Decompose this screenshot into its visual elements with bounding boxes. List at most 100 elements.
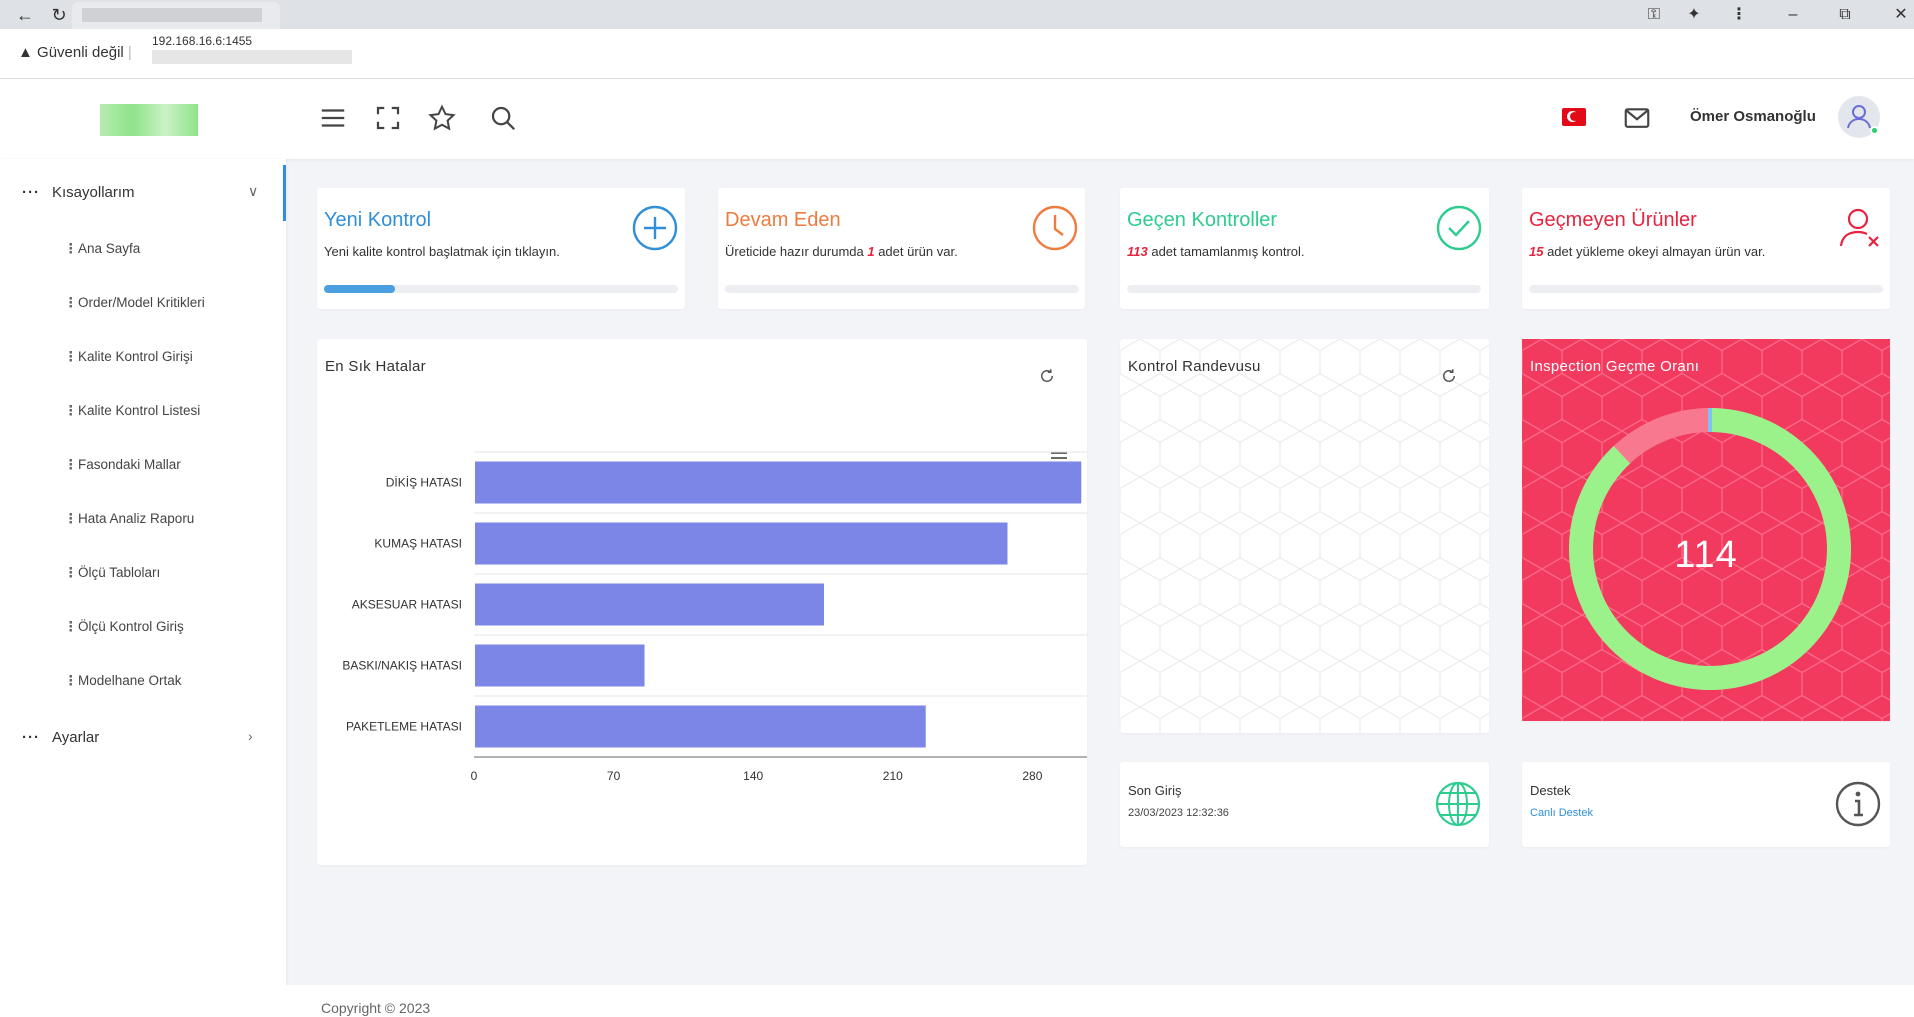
key-icon[interactable]: ⚿ bbox=[1647, 6, 1661, 23]
user-x-icon bbox=[1839, 208, 1879, 247]
bar-chart: DİKİŞ HATASI KUMAŞ HATASI AKSESUAR HATASI B… bbox=[342, 451, 1087, 783]
card-description: Üreticide hazır durumda 1 adet ürün var. bbox=[725, 244, 958, 259]
mail-icon[interactable] bbox=[1622, 103, 1652, 133]
donut-value: 114 bbox=[1674, 534, 1738, 576]
refresh-icon[interactable] bbox=[1038, 367, 1056, 385]
turkish-flag-icon[interactable] bbox=[1562, 108, 1586, 126]
appointment-panel: Kontrol Randevusu bbox=[1120, 339, 1489, 733]
user-icon bbox=[1847, 105, 1871, 129]
card-description: 113 adet tamamlanmış kontrol. bbox=[1127, 244, 1305, 259]
dots-icon: ··· bbox=[22, 184, 40, 201]
url-blurred bbox=[152, 50, 352, 64]
sidebar-section-shortcuts[interactable]: ··· Kısayollarım bbox=[22, 184, 135, 201]
support-card: Destek Canlı Destek bbox=[1522, 762, 1890, 847]
chart-tick-label: 140 bbox=[743, 769, 763, 783]
sidebar-item-ana-sayfa[interactable]: ⋮Ana Sayfa bbox=[64, 241, 141, 256]
inspection-panel: Inspection Geçme Oranı 114 bbox=[1522, 339, 1890, 721]
chart-tick-label: 70 bbox=[607, 769, 621, 783]
logo[interactable] bbox=[100, 104, 198, 136]
extensions-icon[interactable]: ✦ bbox=[1687, 6, 1701, 23]
clock-icon bbox=[1032, 205, 1078, 251]
panel-title: En Sık Hatalar bbox=[325, 358, 426, 375]
card-description: Yeni kalite kontrol başlatmak için tıkla… bbox=[324, 244, 560, 259]
vertical-dots-icon: ⋮ bbox=[64, 565, 78, 580]
check-circle-icon bbox=[1436, 205, 1482, 251]
hexagon-pattern bbox=[1120, 339, 1489, 733]
footer: Copyright © 2023 bbox=[286, 985, 1914, 1017]
sidebar-item-hata-analiz[interactable]: ⋮Hata Analiz Raporu bbox=[64, 511, 195, 526]
sidebar-item-kalite-giris[interactable]: ⋮Kalite Kontrol Girişi bbox=[64, 349, 193, 364]
card-new-control[interactable]: Yeni Kontrol Yeni kalite kontrol başlatm… bbox=[317, 188, 685, 309]
address-bar[interactable]: ▲ Güvenli değil | 192.168.16.6:1455 bbox=[0, 29, 1914, 79]
vertical-dots-icon: ⋮ bbox=[64, 349, 78, 364]
vertical-dots-icon: ⋮ bbox=[64, 241, 78, 256]
vertical-dots-icon: ⋮ bbox=[64, 403, 78, 418]
donut-chart bbox=[1569, 408, 1851, 690]
chart-category-label: AKSESUAR HATASI bbox=[352, 598, 462, 612]
star-icon[interactable] bbox=[427, 103, 457, 133]
card-title: Geçmeyen Ürünler bbox=[1529, 209, 1697, 231]
panel-title: Inspection Geçme Oranı bbox=[1530, 358, 1700, 375]
last-login-datetime: 23/03/2023 12:32:36 bbox=[1128, 807, 1229, 819]
vertical-dots-icon: ⋮ bbox=[64, 511, 78, 526]
last-login-card: Son Giriş 23/03/2023 12:32:36 bbox=[1120, 762, 1489, 847]
sidebar-item-fason[interactable]: ⋮Fasondaki Mallar bbox=[64, 457, 181, 472]
card-failed[interactable]: Geçmeyen Ürünler 15 adet yükleme okeyi a… bbox=[1522, 188, 1890, 309]
browser-tabbar: ← ↻ ⚿ ✦ ⋮ – ⧉ ✕ bbox=[0, 0, 1914, 29]
back-icon[interactable]: ← bbox=[16, 5, 34, 25]
browser-tab[interactable] bbox=[72, 2, 280, 29]
restore-icon[interactable]: ⧉ bbox=[1839, 6, 1851, 23]
sidebar-item-olcu-kontrol[interactable]: ⋮Ölçü Kontrol Giriş bbox=[64, 619, 184, 634]
online-status-dot bbox=[1870, 126, 1879, 135]
panel-title: Kontrol Randevusu bbox=[1128, 358, 1261, 375]
app-header: Ömer Osmanoğlu bbox=[0, 79, 1914, 159]
chart-category-label: BASKI/NAKIŞ HATASI bbox=[342, 659, 462, 673]
vertical-dots-icon: ⋮ bbox=[64, 457, 78, 472]
globe-icon bbox=[1435, 781, 1481, 827]
card-title: Geçen Kontroller bbox=[1127, 209, 1278, 231]
chart-bar bbox=[475, 705, 926, 748]
security-warning[interactable]: ▲ Güvenli değil | bbox=[18, 44, 132, 61]
chart-bar bbox=[475, 461, 1082, 504]
chart-category-label: PAKETLEME HATASI bbox=[346, 720, 462, 734]
reload-icon[interactable]: ↻ bbox=[51, 5, 67, 25]
info-icon bbox=[1835, 781, 1881, 827]
last-login-title: Son Giriş bbox=[1128, 783, 1182, 798]
sidebar-item-olcu-tablo[interactable]: ⋮Ölçü Tabloları bbox=[64, 565, 161, 580]
dots-icon: ··· bbox=[22, 729, 40, 746]
card-ongoing[interactable]: Devam Eden Üreticide hazır durumda 1 ade… bbox=[718, 188, 1085, 309]
chart-bar bbox=[475, 644, 645, 687]
close-icon[interactable]: ✕ bbox=[1894, 6, 1908, 23]
card-description: 15 adet yükleme okeyi almayan ürün var. bbox=[1529, 244, 1766, 259]
card-passed[interactable]: Geçen Kontroller 113 adet tamamlanmış ko… bbox=[1120, 188, 1489, 309]
address-divider: | bbox=[127, 44, 132, 61]
sidebar-item-order-model[interactable]: ⋮Order/Model Kritikleri bbox=[64, 295, 205, 310]
username[interactable]: Ömer Osmanoğlu bbox=[1690, 108, 1816, 125]
vertical-dots-icon: ⋮ bbox=[64, 295, 78, 310]
warning-icon: ▲ bbox=[18, 44, 33, 61]
support-title: Destek bbox=[1530, 783, 1571, 798]
refresh-icon[interactable] bbox=[1440, 367, 1458, 385]
active-indicator bbox=[283, 165, 286, 221]
progress-track bbox=[1127, 285, 1481, 293]
live-support-link[interactable]: Canlı Destek bbox=[1530, 807, 1593, 819]
menu-kebab-icon[interactable]: ⋮ bbox=[1731, 6, 1747, 23]
vertical-dots-icon: ⋮ bbox=[64, 619, 78, 634]
plus-circle-icon bbox=[632, 205, 678, 251]
fullscreen-icon[interactable] bbox=[373, 103, 403, 133]
hamburger-menu-icon[interactable] bbox=[318, 103, 348, 133]
sidebar-item-modelhane[interactable]: ⋮Modelhane Ortak bbox=[64, 673, 182, 688]
sidebar-section-settings[interactable]: ··· Ayarlar bbox=[22, 729, 100, 746]
search-icon[interactable] bbox=[488, 103, 518, 133]
chevron-down-icon[interactable]: ∨ bbox=[248, 183, 259, 199]
minimize-icon[interactable]: – bbox=[1788, 6, 1798, 23]
sidebar-item-kalite-liste[interactable]: ⋮Kalite Kontrol Listesi bbox=[64, 403, 201, 418]
url-text[interactable]: 192.168.16.6:1455 bbox=[152, 34, 253, 48]
chart-tick-label: 280 bbox=[1022, 769, 1042, 783]
progress-track bbox=[324, 285, 678, 293]
avatar[interactable] bbox=[1838, 96, 1880, 138]
progress-fill bbox=[324, 285, 395, 293]
chart-tick-label: 0 bbox=[471, 769, 478, 783]
chevron-right-icon[interactable]: › bbox=[248, 728, 253, 744]
card-title: Devam Eden bbox=[725, 209, 841, 231]
